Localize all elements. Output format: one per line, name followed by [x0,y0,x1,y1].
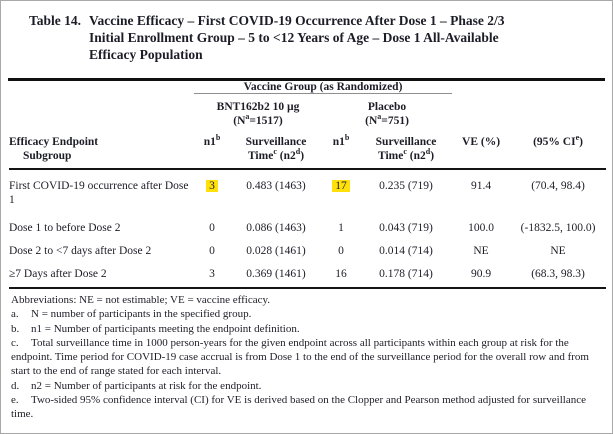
footnote-abbreviations: Abbreviations: NE = not estimable; VE = … [11,294,271,306]
vaccine-group-header: Vaccine Group (as Randomized) [194,81,453,94]
cell-surv-placebo: 0.014 (714) [379,245,433,257]
cell-ve: 90.9 [452,258,511,289]
footnote-text: Two-sided 95% confidence interval (CI) f… [11,394,586,421]
cell-n1-placebo: 0 [338,245,344,257]
footnote-label: c. [11,336,19,349]
footnotes: Abbreviations: NE = not estimable; VE = … [11,293,602,422]
cell-endpoint: Dose 1 to before Dose 2 [9,222,121,234]
footnote-b: b. n1 = Number of participants meeting th… [11,322,602,336]
cell-n1-placebo: 17 [322,169,360,212]
cell-surv-placebo: 0.178 (714) [360,258,453,289]
column-headers-row: Efficacy Endpoint Subgroup n1b Surveilla… [9,128,607,170]
cell-surv-bnt: 0.369 (1461) [230,258,322,289]
bnt-group-n: (Na=1517) [233,112,283,127]
efficacy-table: Vaccine Group (as Randomized) BNT162b2 1… [9,81,607,289]
highlighted-value: 3 [206,180,218,192]
cell-surv-placebo: 0.043 (719) [379,222,433,234]
table-row-dose2-interval: Dose 2 to <7 days after Dose 2 0 0.028 (… [9,235,606,258]
cell-n1-placebo: 16 [322,258,360,289]
cell-ci: NE [550,245,566,257]
placebo-group-name: Placebo [367,101,407,113]
cell-surv-bnt: 0.086 (1463) [246,222,306,234]
table-title: Vaccine Efficacy – First COVID-19 Occurr… [89,12,597,63]
cell-n1-bnt: 0 [209,245,215,257]
table-title-line-2: Initial Enrollment Group – 5 to <12 Year… [89,30,499,45]
col-header-n1-bnt: n1b [194,128,230,170]
col-header-n1-placebo: n1b [322,128,360,170]
footnote-e: e. Two-sided 95% confidence interval (CI)… [11,393,602,422]
footnote-text: n1 = Number of participants meeting the … [31,322,300,335]
col-header-ve: VE (%) [452,128,511,170]
table-title-line-1: Vaccine Efficacy – First COVID-19 Occurr… [89,13,505,28]
footnote-a: a. N = number of participants in the spec… [11,307,602,321]
bnt-group-name: BNT162b2 10 µg [216,101,300,113]
footnote-c: c. Total surveillance time in 1000 person… [11,336,602,379]
footnote-label: d. [11,379,20,392]
cell-endpoint: Dose 2 to <7 days after Dose 2 [9,245,152,257]
footnote-d: d. n2 = Number of participants at risk fo… [11,379,602,393]
table-row-overall: First COVID-19 occurrence after Dose 1 3… [9,169,606,212]
cell-ci: (-1832.5, 100.0) [520,222,596,234]
footnote-text: Total surveillance time in 1000 person-y… [11,336,589,378]
footnote-text: N = number of participants in the specif… [31,308,252,321]
vaccine-group-row: Vaccine Group (as Randomized) [9,81,606,94]
cell-n1-placebo: 1 [338,222,344,234]
cell-n1-bnt: 3 [194,169,230,212]
footnote-text: n2 = Number of participants at risk for … [31,379,262,392]
cell-surv-bnt: 0.483 (1463) [246,180,306,192]
cell-endpoint: First COVID-19 occurrence after Dose 1 [9,180,189,206]
highlighted-value: 17 [332,180,350,192]
table-title-line-3: Efficacy Population [89,47,203,62]
table-caption: Table 14. Vaccine Efficacy – First COVID… [1,1,612,63]
cell-endpoint: ≥7 Days after Dose 2 [9,258,194,289]
cell-surv-placebo: 0.235 (719) [379,180,433,192]
cell-n1-bnt: 0 [209,222,215,234]
cell-ci: (68.3, 98.3) [510,258,607,289]
placebo-group-n: (Na=751) [365,112,409,127]
cell-n1-bnt: 3 [194,258,230,289]
footnote-label: b. [11,322,20,335]
cell-surv-bnt: 0.028 (1461) [246,245,306,257]
col-header-endpoint: Efficacy Endpoint Subgroup [9,128,194,170]
bnt-group-header: BNT162b2 10 µg (Na=1517) [194,94,322,129]
cell-ve: 100.0 [468,222,494,234]
placebo-group-header: Placebo (Na=751) [322,94,452,129]
table-number: Table 14. [29,13,82,28]
footnote-label: e. [11,394,19,407]
title-divider [8,78,605,81]
col-header-ci: (95% CIe) [510,128,607,170]
col-header-surveillance-bnt: Surveillance Timec (n2d) [230,128,322,170]
col-header-surveillance-placebo: Surveillance Timec (n2d) [360,128,453,170]
cell-ve: 91.4 [470,180,492,192]
footnote-label: a. [11,308,19,321]
cell-ci: (70.4, 98.4) [531,180,585,192]
table-row-7days-after-dose2: ≥7 Days after Dose 2 3 0.369 (1461) 16 0… [9,258,607,289]
table-row-dose1-interval: Dose 1 to before Dose 2 0 0.086 (1463) 1… [9,212,606,235]
cell-ve: NE [473,245,489,257]
treatment-groups-row: BNT162b2 10 µg (Na=1517) Placebo (Na=751… [9,94,606,129]
